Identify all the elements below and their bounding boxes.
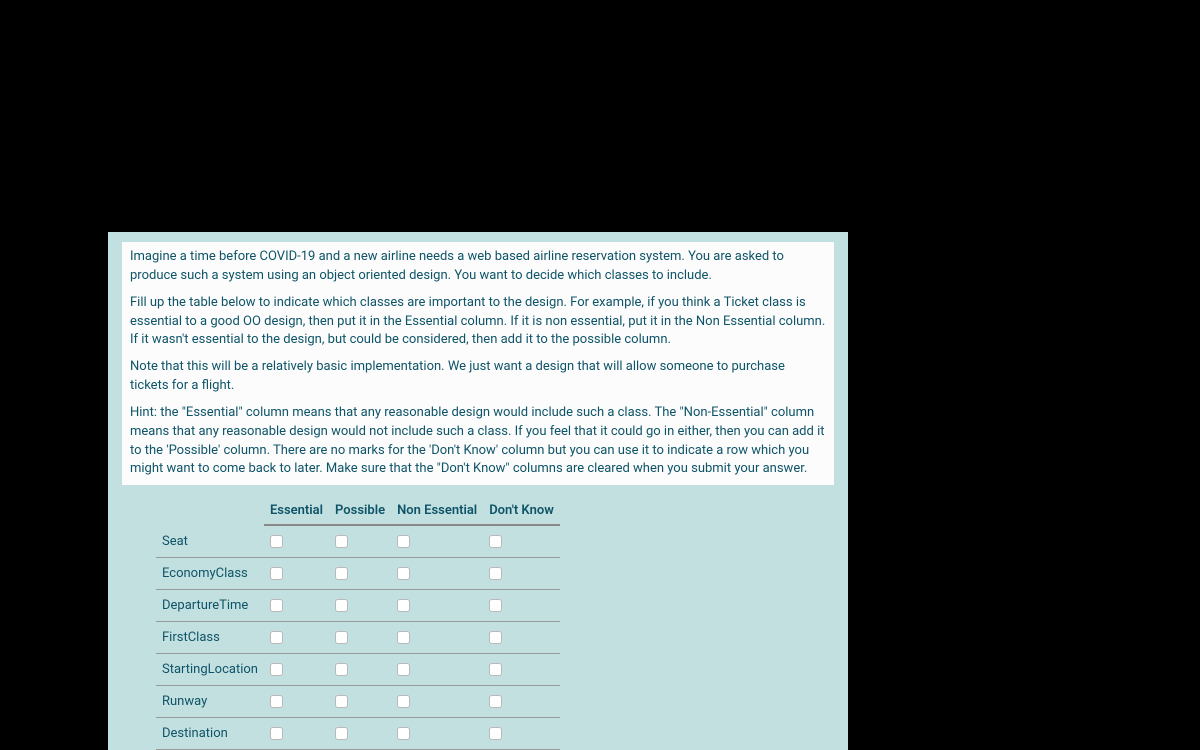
instruction-para-4: Hint: the "Essential" column means that … [130,404,826,479]
classification-table-wrapper: Essential Possible Non Essential Don't K… [122,499,834,750]
checkbox-cell [391,525,483,558]
table-row: StartingLocation [156,654,560,686]
table-header-possible: Possible [329,499,391,525]
table-header-essential: Essential [264,499,329,525]
row-label: FirstClass [156,622,264,654]
table-row: Runway [156,686,560,718]
checkbox-possible[interactable] [335,695,348,708]
row-label: Destination [156,718,264,750]
table-header-dontknow: Don't Know [483,499,560,525]
instruction-para-2: Fill up the table below to indicate whic… [130,294,826,351]
checkbox-don-t-know[interactable] [489,631,502,644]
checkbox-essential[interactable] [270,695,283,708]
checkbox-possible[interactable] [335,631,348,644]
checkbox-cell [391,686,483,718]
checkbox-possible[interactable] [335,663,348,676]
checkbox-cell [264,525,329,558]
instruction-para-1: Imagine a time before COVID-19 and a new… [130,248,826,286]
checkbox-non-essential[interactable] [397,535,410,548]
checkbox-cell [483,622,560,654]
checkbox-cell [264,686,329,718]
row-label: EconomyClass [156,558,264,590]
instructions-block: Imagine a time before COVID-19 and a new… [122,242,834,485]
table-header-blank [156,499,264,525]
checkbox-cell [391,654,483,686]
table-row: Destination [156,718,560,750]
checkbox-cell [329,525,391,558]
checkbox-cell [483,718,560,750]
checkbox-cell [329,558,391,590]
row-label: Seat [156,525,264,558]
checkbox-don-t-know[interactable] [489,727,502,740]
checkbox-cell [391,558,483,590]
checkbox-non-essential[interactable] [397,599,410,612]
checkbox-don-t-know[interactable] [489,695,502,708]
checkbox-cell [329,590,391,622]
checkbox-possible[interactable] [335,599,348,612]
table-row: EconomyClass [156,558,560,590]
checkbox-don-t-know[interactable] [489,663,502,676]
question-panel: Imagine a time before COVID-19 and a new… [108,232,848,750]
checkbox-cell [264,718,329,750]
checkbox-cell [264,622,329,654]
checkbox-cell [264,654,329,686]
checkbox-essential[interactable] [270,567,283,580]
checkbox-cell [264,590,329,622]
checkbox-cell [329,718,391,750]
checkbox-essential[interactable] [270,599,283,612]
checkbox-cell [483,558,560,590]
checkbox-possible[interactable] [335,535,348,548]
instruction-para-3: Note that this will be a relatively basi… [130,358,826,396]
row-label: DepartureTime [156,590,264,622]
checkbox-cell [264,558,329,590]
checkbox-non-essential[interactable] [397,567,410,580]
classification-table: Essential Possible Non Essential Don't K… [156,499,560,750]
checkbox-essential[interactable] [270,663,283,676]
checkbox-cell [329,686,391,718]
table-row: FirstClass [156,622,560,654]
checkbox-essential[interactable] [270,535,283,548]
checkbox-cell [483,686,560,718]
checkbox-non-essential[interactable] [397,631,410,644]
checkbox-essential[interactable] [270,631,283,644]
checkbox-possible[interactable] [335,567,348,580]
checkbox-cell [391,622,483,654]
table-row: DepartureTime [156,590,560,622]
checkbox-don-t-know[interactable] [489,567,502,580]
checkbox-cell [483,525,560,558]
checkbox-cell [329,622,391,654]
checkbox-possible[interactable] [335,727,348,740]
checkbox-cell [483,654,560,686]
checkbox-cell [483,590,560,622]
row-label: Runway [156,686,264,718]
checkbox-don-t-know[interactable] [489,535,502,548]
checkbox-non-essential[interactable] [397,663,410,676]
checkbox-non-essential[interactable] [397,727,410,740]
row-label: StartingLocation [156,654,264,686]
checkbox-non-essential[interactable] [397,695,410,708]
table-header-nonessential: Non Essential [391,499,483,525]
checkbox-cell [329,654,391,686]
checkbox-essential[interactable] [270,727,283,740]
table-row: Seat [156,525,560,558]
checkbox-don-t-know[interactable] [489,599,502,612]
checkbox-cell [391,718,483,750]
checkbox-cell [391,590,483,622]
